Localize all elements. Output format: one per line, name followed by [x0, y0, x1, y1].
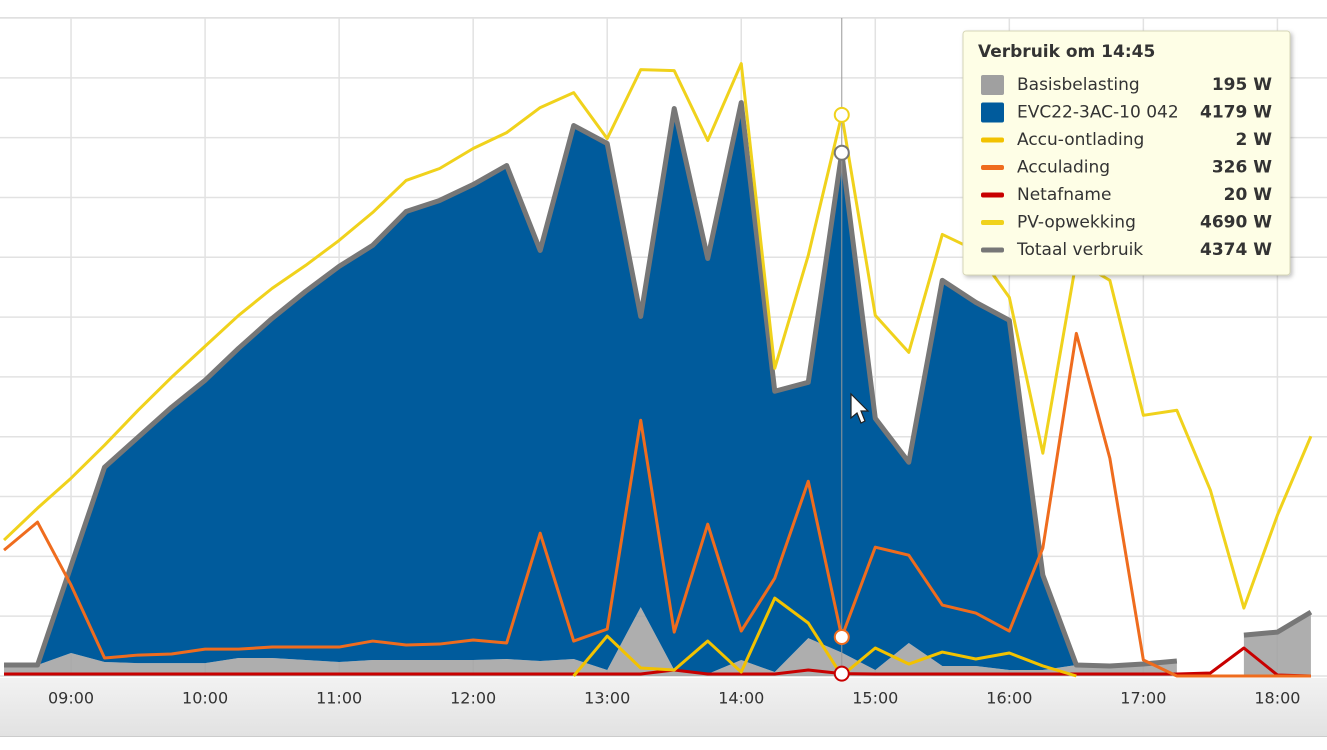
legend-swatch [981, 75, 1004, 95]
tooltip-value: 195 W [1212, 75, 1272, 95]
x-tick-label: 15:00 [852, 689, 898, 708]
x-tick-label: 09:00 [48, 689, 94, 708]
x-tick-label: 13:00 [584, 689, 630, 708]
line [572, 596, 1077, 678]
legend-swatch [981, 137, 1004, 143]
tooltip-value: 2 W [1236, 130, 1273, 150]
hover-marker [833, 144, 850, 161]
tooltip: Verbruik om 14:45 Basisbelasting 195 W EVC… [962, 30, 1291, 276]
tooltip-value: 20 W [1224, 185, 1273, 205]
x-tick-label: 18:00 [1254, 689, 1300, 708]
legend-swatch [981, 102, 1004, 123]
hover-marker [833, 665, 850, 682]
legend-swatch [981, 192, 1004, 198]
hover-marker [833, 106, 850, 123]
x-tick-label: 12:00 [450, 689, 496, 708]
legend-label: PV-opwekking [1017, 213, 1136, 233]
x-tick-label: 14:00 [718, 689, 764, 708]
tooltip-value: 4374 W [1200, 240, 1272, 260]
legend-label: EVC22-3AC-10 042 [1017, 103, 1179, 123]
line [4, 100, 1313, 669]
mouse-cursor [850, 392, 870, 424]
legend-swatch [981, 165, 1004, 170]
x-axis-band [0, 678, 1327, 736]
x-tick-label: 17:00 [1120, 689, 1166, 708]
legend-label: Netafname [1017, 185, 1111, 205]
legend-label: Accu-ontlading [1017, 130, 1144, 150]
tooltip-value: 326 W [1212, 158, 1272, 178]
legend-label: Basisbelasting [1017, 75, 1140, 95]
line [3, 331, 1311, 678]
legend-swatch [981, 247, 1004, 253]
tooltip-title: Verbruik om 14:45 [978, 42, 1155, 62]
hover-marker [833, 628, 850, 645]
x-tick-label: 16:00 [986, 689, 1032, 708]
area [4, 607, 1311, 676]
legend-swatch [981, 220, 1004, 225]
tooltip-box [962, 30, 1291, 276]
tooltip-value: 4690 W [1200, 213, 1272, 233]
area [4, 102, 1311, 674]
tooltip-value: 4179 W [1200, 103, 1272, 123]
legend-label: Totaal verbruik [1016, 240, 1143, 260]
legend-label: Acculading [1017, 158, 1110, 178]
x-tick-label: 11:00 [316, 689, 362, 708]
x-tick-label: 10:00 [182, 689, 228, 708]
line [4, 646, 1311, 678]
